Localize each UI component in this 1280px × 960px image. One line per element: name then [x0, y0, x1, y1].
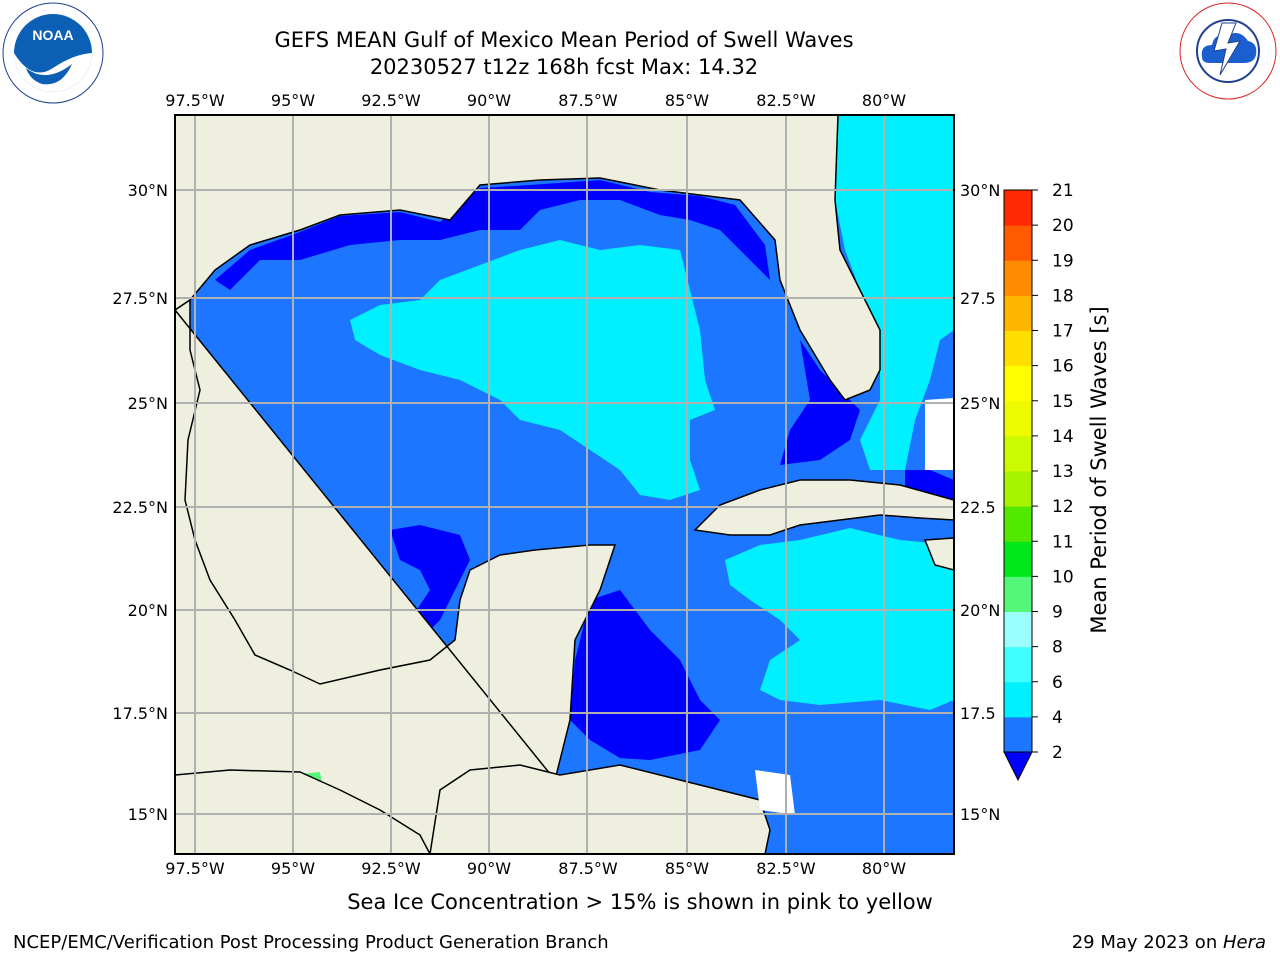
lat-ticks-left: 30°N 27.5°N 25°N 22.5°N 20°N 17.5°N 15°N: [112, 181, 168, 824]
sea-ice-note: Sea Ice Concentration > 15% is shown in …: [347, 890, 933, 914]
central-america-land: [429, 764, 771, 854]
colorbar-swatch: [1004, 365, 1032, 402]
lon-tick: 92.5°W: [361, 859, 421, 878]
lat-tick: 25°N: [960, 394, 1000, 413]
map-title: GEFS MEAN Gulf of Mexico Mean Period of …: [274, 28, 854, 52]
colorbar: 2 4 6 8 9 10 11 12 13 14 15 16 17 18 19 20 21: [1003, 181, 1074, 782]
lat-tick: 30°N: [960, 181, 1000, 200]
date-text: 29 May 2023 on Hera: [1072, 932, 1266, 953]
lon-tick: 92.5°W: [361, 91, 421, 110]
lat-tick: 22.5°N: [112, 498, 168, 517]
colorbar-tick-label: 14: [1052, 427, 1074, 447]
graticule: [175, 115, 954, 854]
colorbar-tick-label: 18: [1052, 286, 1074, 306]
colorbar-tick-label: 17: [1052, 322, 1074, 342]
colorbar-tick-label: 4: [1052, 708, 1063, 728]
hispaniola-edge: [923, 537, 954, 571]
colorbar-tick-label: 21: [1052, 181, 1074, 201]
lat-tick: 27.5°N: [112, 289, 168, 308]
lon-tick: 97.5°W: [165, 91, 225, 110]
nws-logo: [1179, 2, 1277, 100]
lon-tick: 90°W: [467, 91, 511, 110]
colorbar-tick-label: 8: [1052, 638, 1063, 658]
lon-tick: 87.5°W: [558, 859, 618, 878]
lon-ticks-bottom: 97.5°W 95°W 92.5°W 90°W 87.5°W 85°W 82.5…: [165, 859, 906, 878]
colorbar-swatch: [1004, 681, 1032, 718]
colorbar-tick-label: 10: [1052, 567, 1074, 587]
lon-tick: 82.5°W: [756, 91, 816, 110]
lon-tick: 87.5°W: [558, 91, 618, 110]
lat-tick: 17.5: [960, 704, 996, 723]
colorbar-swatch: [1004, 716, 1032, 753]
lon-tick: 95°W: [271, 859, 315, 878]
atlantic-water: [835, 115, 954, 470]
colorbar-tick-label: 19: [1052, 251, 1074, 271]
colorbar-swatch: [1004, 260, 1032, 296]
host-name: Hera: [1222, 932, 1266, 953]
credit-text: NCEP/EMC/Verification Post Processing Pr…: [13, 932, 609, 953]
colorbar-swatch: [1004, 576, 1032, 612]
honduras-gap: [755, 770, 795, 815]
lat-tick: 17.5°N: [112, 704, 168, 723]
colorbar-swatch: [1004, 190, 1032, 226]
lon-tick: 90°W: [467, 859, 511, 878]
lat-tick: 20°N: [960, 601, 1000, 620]
colorbar-tick-label: 13: [1052, 462, 1074, 482]
lon-ticks-top: 97.5°W 95°W 92.5°W 90°W 87.5°W 85°W 82.5…: [165, 91, 906, 110]
lon-tick: 95°W: [271, 91, 315, 110]
colorbar-swatch: [1004, 330, 1032, 367]
colorbar-tick-label: 12: [1052, 497, 1074, 517]
colorbar-tick-label: 15: [1052, 392, 1074, 412]
lat-ticks-right: 30°N 27.5 25°N 22.5 20°N 17.5 15°N: [960, 181, 1000, 824]
lon-tick: 80°W: [862, 859, 906, 878]
lat-tick: 15°N: [128, 805, 168, 824]
lat-tick: 30°N: [128, 181, 168, 200]
colorbar-swatch: [1004, 646, 1032, 683]
central-gulf-swell: [350, 240, 715, 500]
date-value: 29 May 2023 on: [1071, 932, 1223, 953]
lon-tick: 82.5°W: [756, 859, 816, 878]
colorbar-tick-label: 9: [1052, 603, 1063, 623]
map-frame: [174, 114, 955, 855]
colorbar-swatch: [1004, 506, 1032, 542]
bahamas-land: [925, 398, 954, 470]
map-field: [175, 115, 954, 854]
map-subtitle: 20230527 t12z 168h fcst Max: 14.32: [369, 55, 759, 79]
colorbar-swatch: [1004, 471, 1032, 507]
caribbean-swell: [725, 528, 954, 710]
colorbar-swatch: [1004, 400, 1032, 437]
colorbar-swatch: [1004, 225, 1032, 261]
lon-tick: 97.5°W: [165, 859, 225, 878]
colorbar-tick-label: 6: [1052, 673, 1063, 693]
lat-tick: 15°N: [960, 805, 1000, 824]
noaa-logo: NOAA: [2, 2, 104, 104]
lat-tick: 25°N: [128, 394, 168, 413]
colorbar-swatch: [1004, 435, 1032, 472]
lon-tick: 85°W: [665, 91, 709, 110]
svg-text:NOAA: NOAA: [32, 27, 73, 43]
colorbar-swatch: [1004, 541, 1032, 577]
lon-tick: 85°W: [665, 859, 709, 878]
colorbar-tick-label: 2: [1052, 743, 1063, 763]
colorbar-label: Mean Period of Swell Waves [s]: [1087, 306, 1111, 633]
yucatan-low: [570, 590, 720, 760]
lat-tick: 22.5: [960, 498, 996, 517]
us-gulf-coast-land: [175, 115, 881, 401]
colorbar-tick-label: 20: [1052, 216, 1074, 236]
lat-tick: 27.5: [960, 289, 996, 308]
colorbar-swatch: [1004, 295, 1032, 331]
north-coast-low: [215, 180, 770, 290]
lon-tick: 80°W: [862, 91, 906, 110]
lat-tick: 20°N: [128, 601, 168, 620]
colorbar-under-arrow: [1003, 751, 1033, 782]
colorbar-swatch: [1004, 611, 1032, 648]
colorbar-tick-label: 11: [1052, 532, 1074, 552]
colorbar-tick-label: 16: [1052, 357, 1074, 377]
